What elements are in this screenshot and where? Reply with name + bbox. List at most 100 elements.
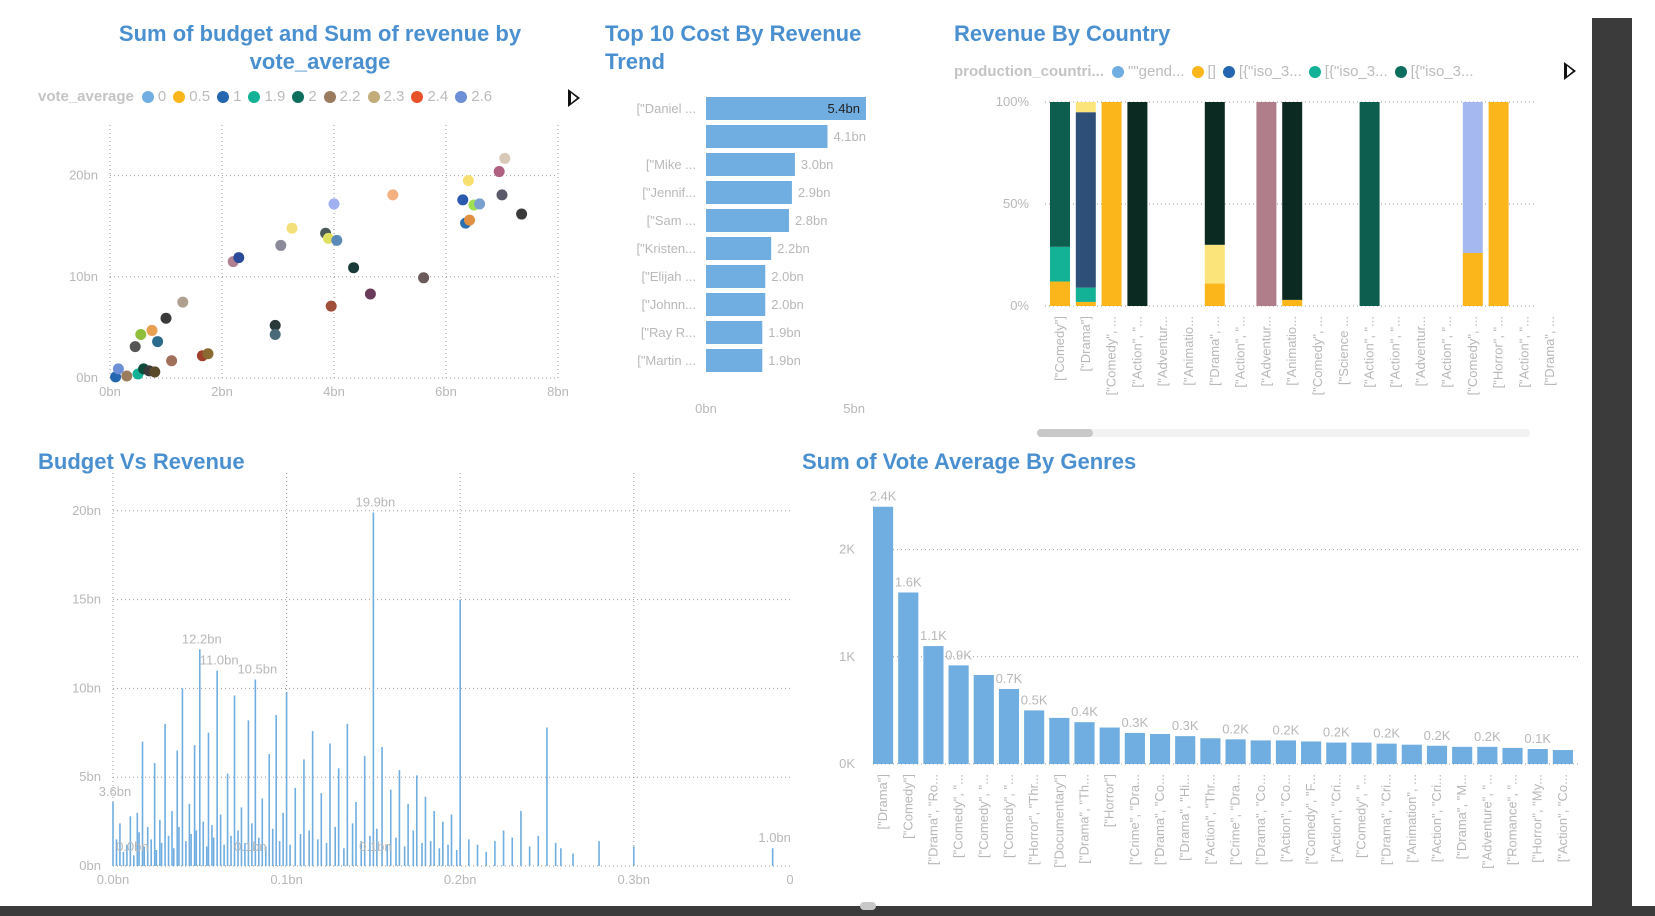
scatter-legend-label: 0 [157, 88, 167, 105]
budget-data-label: 19.9bn [356, 495, 396, 510]
top10-bar [706, 209, 789, 232]
scatter-legend-item[interactable]: 2.3 [367, 88, 405, 105]
scatter-point [325, 300, 337, 312]
genres-category-label: ["Drama", "M... [1454, 774, 1469, 859]
genres-category-label: ["Comedy", "... [976, 774, 991, 858]
genres-bar [1301, 741, 1322, 764]
scatter-legend-item[interactable]: 0 [141, 88, 167, 105]
genres-bar [998, 688, 1020, 764]
country-bar-segment [1282, 102, 1303, 300]
scatter-legend-item[interactable]: 2.2 [323, 88, 361, 105]
genres-scrollbar[interactable] [860, 902, 1580, 910]
genres-category-label: ["Action", "Thr... [1202, 774, 1217, 864]
genres-data-label: 0.9K [945, 647, 972, 662]
scatter-point [286, 222, 298, 234]
scatter-point [121, 370, 133, 382]
genres-data-label: 0.2K [1424, 728, 1451, 743]
country-category-label: ["Science ... [1336, 316, 1351, 385]
scatter-point [166, 355, 178, 367]
top10-bar [706, 349, 763, 372]
country-legend-item[interactable]: [{"iso_3... [1308, 63, 1388, 80]
scatter-point [496, 189, 508, 201]
scatter-point [364, 288, 376, 300]
country-bar-segment [1359, 102, 1380, 306]
country-category-label: ["Adventur... [1155, 316, 1170, 386]
country-scrollbar-thumb[interactable] [1037, 429, 1093, 437]
genres-category-label: ["Action", "Co... [1278, 774, 1293, 862]
country-category-label: ["Drama"] [1078, 316, 1093, 371]
country-chart: 0% 50% 100% ["Comedy"] ["Drama"] ["Comedy", .… [996, 94, 1557, 395]
genres-data-label: 0.2K [1373, 726, 1400, 741]
scatter-x-tick: 8bn [547, 384, 569, 399]
budget-panel: Budget Vs Revenue 0bn 5bn 10bn 15bn 20bn 0.0b… [0, 440, 800, 906]
country-legend-next-icon[interactable] [1564, 62, 1576, 80]
genres-data-label: 0.5K [1021, 692, 1048, 707]
country-legend-item[interactable]: [{"iso_3... [1222, 63, 1302, 80]
genres-bar [1049, 717, 1070, 764]
genres-bar [1401, 744, 1422, 764]
scatter-legend-item[interactable]: 2.4 [411, 88, 448, 105]
country-legend-item[interactable]: [{"iso_3... [1394, 63, 1474, 80]
country-bar-segment [1204, 283, 1225, 306]
scatter-legend-dot [455, 90, 468, 103]
budget-x-tick: 0.1bn [270, 872, 303, 887]
scatter-legend-item[interactable]: 0.5 [173, 88, 210, 105]
budget-y-tick: 20bn [72, 503, 101, 518]
country-legend-dot [1394, 65, 1407, 78]
genres-category-label: ["Drama", "Cri... [1379, 774, 1394, 865]
country-legend-item[interactable]: ""gend... [1112, 63, 1185, 80]
genres-category-label: ["Action", "Cri... [1328, 774, 1343, 862]
top10-data-label: 2.2bn [777, 241, 810, 256]
genres-data-label: 0.3K [1121, 715, 1148, 730]
top10-data-label: 2.8bn [795, 213, 828, 228]
scatter-x-tick: 0bn [99, 384, 121, 399]
genres-bar [973, 675, 994, 764]
scatter-legend-item[interactable]: 1 [217, 88, 241, 105]
country-category-label: ["Adventur... [1413, 316, 1428, 386]
scatter-point [387, 189, 399, 201]
country-bar-segment [1050, 246, 1070, 282]
genres-data-label: 1.6K [895, 574, 922, 589]
budget-x-tick: 0.2bn [444, 872, 477, 887]
scatter-point [328, 198, 340, 210]
genres-data-label: 2.4K [870, 489, 897, 504]
genres-category-label: ["Crime", "Dra... [1127, 774, 1142, 865]
genres-category-label: ["Horror", "My... [1530, 774, 1545, 863]
genres-bar [1477, 746, 1498, 764]
scatter-legend-label: 2.2 [339, 88, 361, 105]
genres-bar [1099, 727, 1120, 764]
country-category-label: ["Action", "... [1129, 316, 1144, 388]
scatter-legend-item[interactable]: 2 [292, 88, 317, 105]
country-legend-item[interactable]: [] [1191, 63, 1216, 80]
top10-bar [706, 125, 828, 148]
country-scrollbar[interactable] [1037, 429, 1530, 437]
genres-title: Sum of Vote Average By Genres [802, 449, 1137, 474]
top10-data-label: 1.9bn [768, 325, 801, 340]
country-category-label: ["Action", "... [1439, 316, 1454, 388]
scatter-y-tick: 0bn [76, 370, 98, 385]
country-y-tick: 50% [1003, 196, 1029, 211]
side-scrollbar-area[interactable] [1592, 18, 1632, 906]
genres-bar [1351, 742, 1372, 764]
country-legend: production_countri... ""gend... [] [{"iso_… [954, 63, 1481, 80]
genres-scrollbar-thumb[interactable] [860, 902, 876, 910]
country-legend-label: ""gend... [1128, 63, 1185, 80]
top10-x-tick: 5bn [843, 401, 865, 416]
scatter-legend-item[interactable]: 1.9 [248, 88, 285, 105]
country-y-tick: 100% [996, 94, 1030, 109]
genres-category-label: ["Drama", "Ro... [925, 774, 940, 865]
country-bar-segment [1075, 102, 1096, 113]
scatter-legend-label: 2.3 [383, 88, 405, 105]
right-edge [1636, 0, 1655, 916]
country-bar-segment [1488, 102, 1509, 306]
budget-title: Budget Vs Revenue [38, 449, 245, 474]
top10-category-label: ["Jennif... [642, 185, 696, 200]
country-panel: Revenue By Country production_countri...… [945, 0, 1590, 440]
budget-data-label: 1.0bn [758, 830, 791, 845]
scatter-legend-item[interactable]: 2.6 [455, 88, 492, 105]
scatter-legend-next-icon[interactable] [568, 89, 580, 107]
top10-category-label: ["Elijah ... [642, 269, 696, 284]
country-bar-segment [1462, 102, 1483, 253]
genres-bar [1502, 747, 1523, 764]
top10-bar [706, 265, 766, 288]
